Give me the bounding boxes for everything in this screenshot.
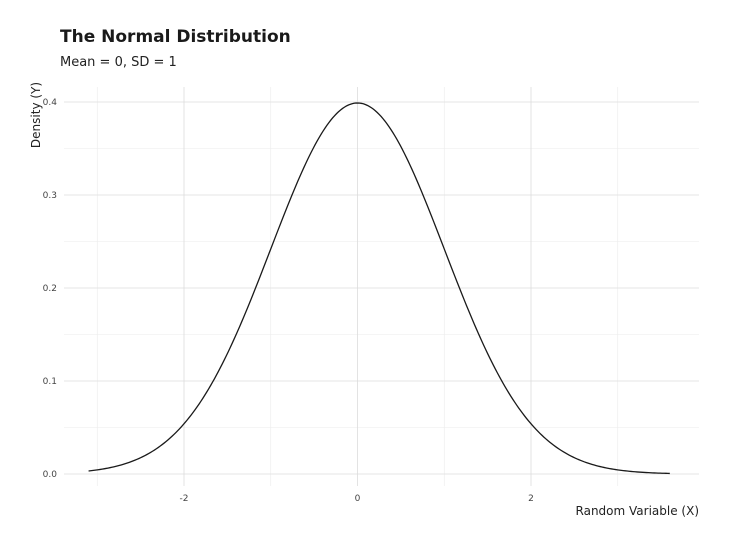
y-tick-label: 0.1 <box>43 377 57 387</box>
x-tick-labels: -2 0 2 <box>180 494 534 504</box>
x-axis-label: Random Variable (X) <box>576 504 699 518</box>
y-tick-label: 0.3 <box>43 191 57 201</box>
y-tick-labels: 0.0 0.1 0.2 0.3 0.4 <box>43 98 58 480</box>
minor-gridlines <box>64 87 699 486</box>
density-curve <box>88 102 670 475</box>
series-lines <box>88 102 670 475</box>
x-tick-label: 0 <box>355 494 361 504</box>
chart-title: The Normal Distribution <box>60 27 291 47</box>
y-axis-label: Density (Y) <box>29 82 43 148</box>
x-tick-label: 2 <box>528 494 534 504</box>
y-tick-label: 0.4 <box>43 98 58 108</box>
x-tick-label: -2 <box>180 494 189 504</box>
y-tick-label: 0.0 <box>43 470 58 480</box>
chart-subtitle: Mean = 0, SD = 1 <box>60 55 177 70</box>
y-tick-label: 0.2 <box>43 284 57 294</box>
major-gridlines <box>64 87 699 486</box>
